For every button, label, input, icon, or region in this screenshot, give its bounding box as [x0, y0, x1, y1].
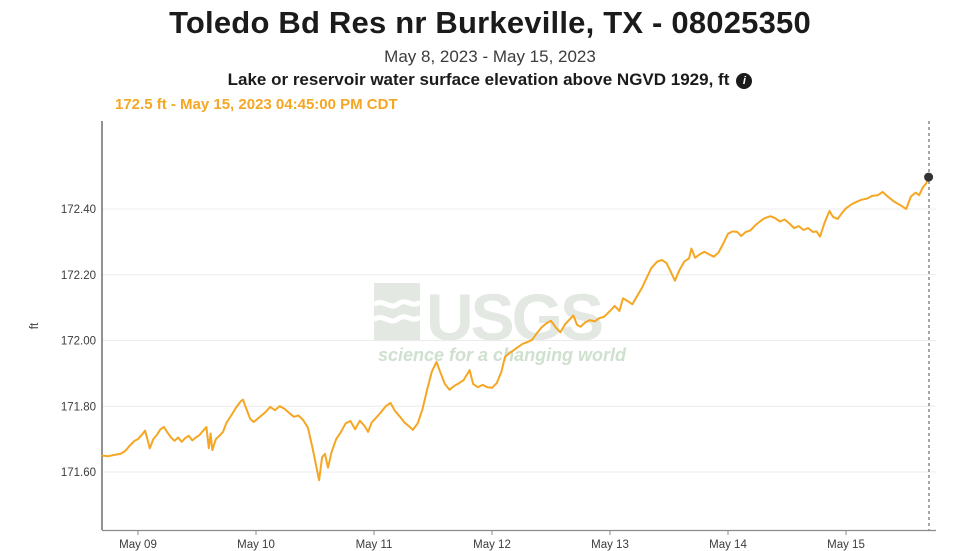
y-tick-label: 172.40	[61, 204, 96, 216]
x-tick-label: May 12	[473, 539, 511, 551]
y-tick-label: 172.20	[61, 270, 96, 282]
x-tick-label: May 15	[827, 539, 865, 551]
plot-area[interactable]: 172.40 172.20 172.00 171.80 171.60 May 09 May …	[29, 121, 936, 551]
elevation-series-line[interactable]	[101, 176, 930, 482]
parameter-label-text: Lake or reservoir water surface elevatio…	[227, 70, 730, 89]
y-tick-label: 171.80	[61, 401, 96, 413]
y-tick-label: 172.00	[61, 336, 96, 348]
x-tick-label: May 10	[237, 539, 275, 551]
usgs-wave-icon	[372, 299, 422, 309]
info-icon[interactable]: i	[736, 73, 753, 89]
usgs-watermark-tagline: science for a changing world	[378, 345, 627, 365]
x-tick-label: May 11	[356, 539, 393, 551]
usgs-watermark: USGS science for a changing world	[372, 280, 627, 365]
parameter-label: Lake or reservoir water surface elevatio…	[0, 70, 980, 90]
x-tick-label: May 09	[119, 539, 157, 551]
usgs-watermark-text: USGS	[426, 280, 602, 354]
usgs-logo-block	[374, 283, 420, 341]
usgs-wave-icon	[372, 314, 422, 324]
x-tick-label: May 14	[709, 539, 747, 551]
y-axis-unit-label: ft	[29, 322, 41, 329]
x-tick-label: May 13	[591, 539, 629, 551]
y-tick-label: 171.60	[61, 467, 96, 479]
current-reading-label: 172.5 ft - May 15, 2023 04:45:00 PM CDT	[115, 96, 398, 113]
latest-value-marker[interactable]	[924, 172, 934, 182]
page-title: Toledo Bd Res nr Burkeville, TX - 080253…	[169, 5, 811, 40]
date-range: May 8, 2023 - May 15, 2023	[384, 47, 596, 66]
